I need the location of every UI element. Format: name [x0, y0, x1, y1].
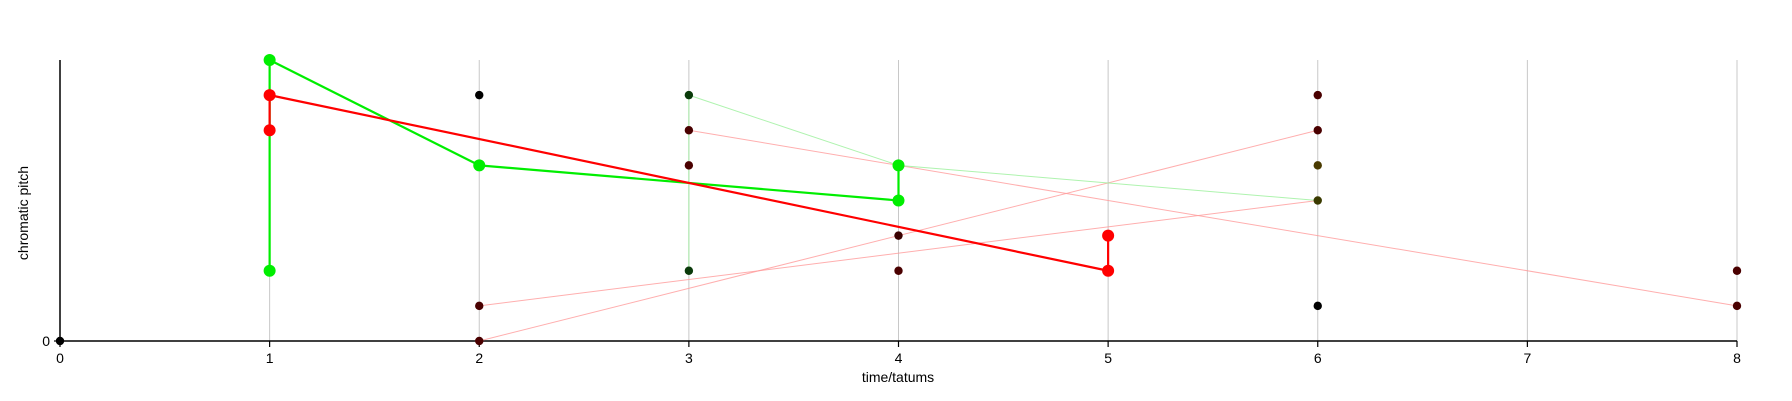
x-tick-label-2: 2: [475, 350, 483, 366]
background-point-13: [1313, 196, 1322, 205]
background-point-1: [475, 90, 484, 100]
series-0-point-4: [892, 194, 905, 207]
series-layer: [263, 54, 1115, 277]
series-0-point-1: [263, 264, 276, 277]
background-point-4: [684, 90, 694, 100]
background-point-16: [1732, 301, 1742, 311]
background-point-2: [475, 301, 484, 311]
series-1-point-2: [1102, 229, 1115, 242]
background-point-12: [1313, 161, 1322, 170]
faint-line-3: [688, 94, 1318, 201]
background-point-14: [1313, 301, 1322, 311]
x-tick-label-4: 4: [895, 350, 903, 366]
background-point-8: [894, 231, 903, 240]
background-point-10: [1313, 90, 1322, 100]
x-tick-label-5: 5: [1104, 350, 1112, 366]
background-point-0: [55, 336, 65, 346]
series-0-point-0: [263, 54, 276, 66]
background-point-15: [1732, 266, 1742, 275]
axes-layer: 0 1 2 3 4 5 6 7 8 0: [42, 60, 1741, 366]
background-point-3: [475, 336, 484, 346]
y-tick-label-0: 0: [42, 333, 50, 349]
background-point-7: [684, 266, 694, 275]
x-axis-label: time/tatums: [862, 369, 934, 385]
series-1-point-3: [1102, 264, 1115, 277]
x-tick-label-0: 0: [56, 350, 64, 366]
background-point-6: [684, 161, 694, 170]
series-0-point-3: [892, 159, 905, 172]
x-tick-label-8: 8: [1733, 350, 1741, 366]
x-tick-label-6: 6: [1314, 350, 1322, 366]
grid-layer: [269, 60, 1738, 341]
x-tick-label-7: 7: [1523, 350, 1531, 366]
background-points-layer: [55, 90, 1742, 346]
series-1-point-1: [263, 124, 276, 137]
x-tick-label-3: 3: [685, 350, 693, 366]
x-tick-label-1: 1: [266, 350, 274, 366]
background-point-11: [1313, 126, 1322, 135]
series-1-point-0: [263, 89, 276, 102]
faint-line-2: [688, 129, 1738, 307]
series-0-line-1: [269, 59, 899, 202]
background-point-5: [684, 126, 694, 135]
series-1-line-1: [269, 94, 1109, 272]
y-axis-label: chromatic pitch: [15, 166, 31, 260]
faint-line-0: [479, 200, 1318, 307]
background-point-9: [894, 266, 903, 275]
series-0-point-2: [473, 159, 486, 172]
